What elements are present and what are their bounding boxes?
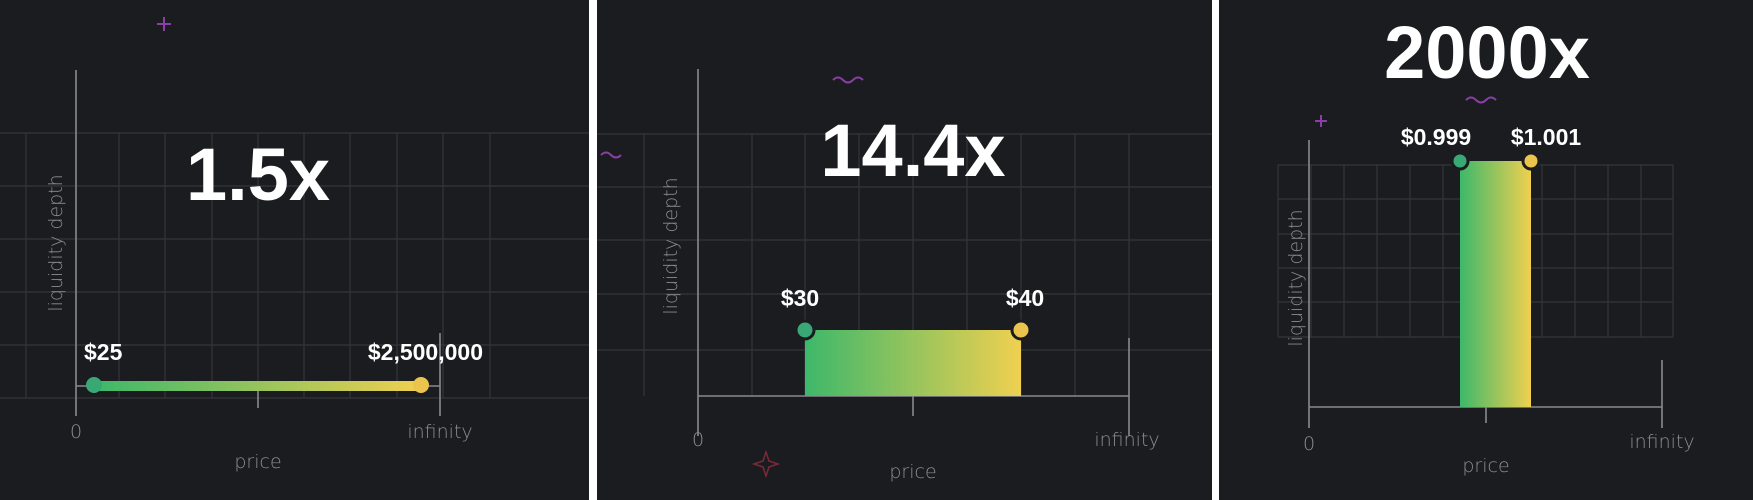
x-axis-label: price — [234, 451, 281, 473]
liquidity-diagram: 1.5x $25 $2,500,000 0 infinity price liq… — [0, 17, 589, 473]
x-max-label: infinity — [407, 421, 472, 443]
plus-decoration-icon — [157, 17, 171, 31]
squiggle-decoration-icon — [832, 76, 864, 84]
squiggle-decoration-icon — [600, 151, 622, 159]
x-axis-label: price — [1462, 455, 1509, 477]
panel-1-5x: 1.5x $25 $2,500,000 0 infinity price liq… — [0, 0, 589, 500]
squiggle-decoration-icon — [1465, 96, 1497, 104]
liquidity-diagram: 14.4x $30 $40 0 infinity price liquidity… — [597, 69, 1212, 483]
x-min-label: 0 — [692, 429, 704, 451]
sparkle-decoration-icon — [751, 449, 781, 479]
grid — [0, 132, 589, 399]
low-price-handle[interactable] — [794, 319, 816, 341]
high-price-handle[interactable] — [413, 377, 429, 393]
high-price-label: $1.001 — [1511, 124, 1582, 150]
low-price-handle[interactable] — [86, 377, 102, 393]
divider — [1212, 0, 1219, 500]
y-axis-label: liquidity depth — [45, 174, 67, 311]
x-max-label: infinity — [1094, 429, 1159, 451]
x-min-label: 0 — [1303, 433, 1315, 455]
high-price-handle[interactable] — [1521, 151, 1541, 171]
y-axis-label: liquidity depth — [1285, 209, 1307, 346]
low-price-handle[interactable] — [1450, 151, 1470, 171]
x-max-label: infinity — [1629, 431, 1694, 453]
liquidity-diagram: 2000x $0.999 $1.001 0 infinity price liq… — [1277, 11, 1695, 477]
divider — [589, 0, 597, 500]
high-price-handle[interactable] — [1010, 319, 1032, 341]
panel-14-4x: 14.4x $30 $40 0 infinity price liquidity… — [597, 0, 1212, 500]
multiplier-title: 2000x — [1384, 11, 1590, 94]
y-axis-label: liquidity depth — [660, 177, 682, 314]
panel-2000x: 2000x $0.999 $1.001 0 infinity price liq… — [1219, 0, 1753, 500]
x-min-label: 0 — [70, 421, 82, 443]
multiplier-title: 14.4x — [820, 109, 1005, 192]
liquidity-range-bar — [96, 381, 421, 391]
liquidity-range-block — [1460, 161, 1531, 407]
plus-decoration-icon — [1315, 115, 1327, 127]
low-price-label: $0.999 — [1401, 124, 1471, 150]
multiplier-title: 1.5x — [186, 133, 330, 216]
x-axis-label: price — [889, 461, 936, 483]
high-price-label: $2,500,000 — [368, 339, 483, 365]
liquidity-range-block — [805, 330, 1021, 396]
low-price-label: $30 — [781, 285, 819, 311]
high-price-label: $40 — [1006, 285, 1044, 311]
low-price-label: $25 — [84, 339, 123, 365]
